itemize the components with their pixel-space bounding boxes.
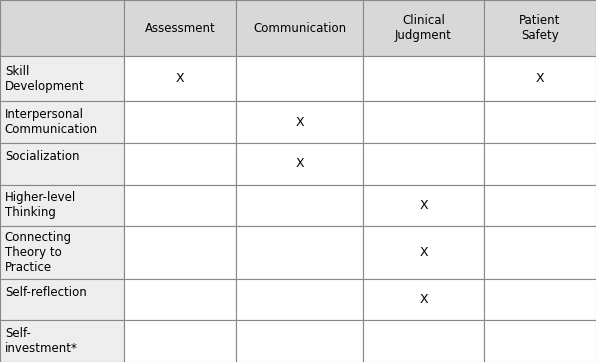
Bar <box>236 56 363 101</box>
Text: X: X <box>419 293 428 306</box>
Bar <box>0 143 124 185</box>
Text: Socialization: Socialization <box>5 150 79 178</box>
Text: Clinical
Judgment: Clinical Judgment <box>395 14 452 42</box>
Bar <box>236 0 363 56</box>
Bar <box>363 279 484 320</box>
Text: Self-
investment*: Self- investment* <box>5 327 77 355</box>
Text: X: X <box>176 72 184 85</box>
Bar <box>124 279 236 320</box>
Text: X: X <box>419 246 428 259</box>
Bar <box>0 101 124 143</box>
Bar <box>0 226 124 279</box>
Bar <box>236 279 363 320</box>
Bar <box>484 143 596 185</box>
Text: Assessment: Assessment <box>145 22 215 34</box>
Bar <box>0 0 124 56</box>
Bar <box>124 56 236 101</box>
Bar <box>363 226 484 279</box>
Bar <box>0 320 124 362</box>
Bar <box>236 320 363 362</box>
Text: X: X <box>295 157 304 170</box>
Bar <box>363 0 484 56</box>
Bar <box>484 320 596 362</box>
Bar <box>236 226 363 279</box>
Bar <box>363 143 484 185</box>
Bar <box>0 56 124 101</box>
Bar <box>0 185 124 226</box>
Text: Self-reflection: Self-reflection <box>5 286 86 313</box>
Bar <box>124 320 236 362</box>
Text: Communication: Communication <box>253 22 346 34</box>
Text: Skill
Development: Skill Development <box>5 65 85 93</box>
Text: X: X <box>295 116 304 129</box>
Bar <box>363 56 484 101</box>
Bar <box>484 279 596 320</box>
Bar <box>236 185 363 226</box>
Bar <box>484 185 596 226</box>
Bar <box>484 56 596 101</box>
Text: X: X <box>536 72 544 85</box>
Text: Connecting
Theory to
Practice: Connecting Theory to Practice <box>5 231 72 274</box>
Text: Interpersonal
Communication: Interpersonal Communication <box>5 108 98 136</box>
Bar <box>124 185 236 226</box>
Bar <box>124 101 236 143</box>
Bar <box>363 320 484 362</box>
Bar <box>124 143 236 185</box>
Bar <box>484 101 596 143</box>
Bar <box>236 143 363 185</box>
Text: Patient
Safety: Patient Safety <box>519 14 561 42</box>
Bar <box>124 226 236 279</box>
Bar <box>124 0 236 56</box>
Bar <box>236 101 363 143</box>
Bar <box>363 185 484 226</box>
Bar <box>363 101 484 143</box>
Text: X: X <box>419 199 428 212</box>
Text: Higher-level
Thinking: Higher-level Thinking <box>5 191 76 219</box>
Bar <box>484 0 596 56</box>
Bar <box>484 226 596 279</box>
Bar <box>0 279 124 320</box>
